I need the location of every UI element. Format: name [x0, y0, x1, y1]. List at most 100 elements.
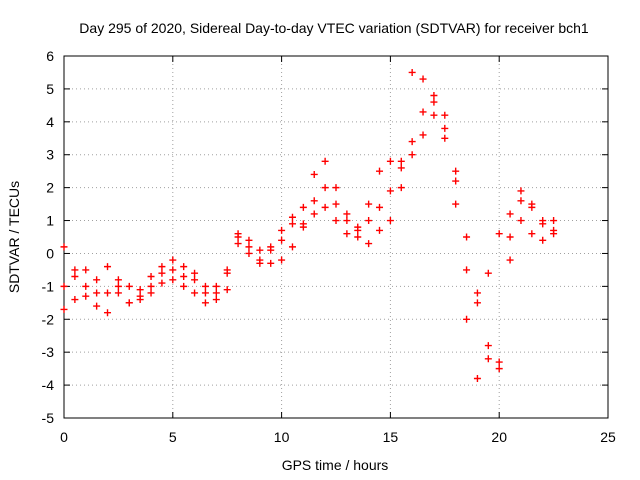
data-point	[386, 157, 394, 165]
data-point	[180, 282, 188, 290]
series-track-1	[60, 111, 558, 313]
data-point	[528, 203, 536, 211]
data-point	[452, 200, 460, 208]
data-point	[234, 240, 242, 248]
data-point	[354, 223, 362, 231]
data-point	[299, 220, 307, 228]
data-point	[125, 282, 133, 290]
data-point	[158, 269, 166, 277]
data-point	[463, 233, 471, 241]
y-tick-label: -1	[42, 278, 55, 294]
data-point	[299, 203, 307, 211]
data-point	[278, 256, 286, 264]
data-point	[71, 272, 79, 280]
data-point	[191, 269, 199, 277]
data-point	[288, 243, 296, 251]
data-point	[147, 272, 155, 280]
data-point	[136, 296, 144, 304]
data-point	[267, 246, 275, 254]
data-point	[397, 157, 405, 165]
data-point	[452, 177, 460, 185]
data-point	[354, 233, 362, 241]
chart-title: Day 295 of 2020, Sidereal Day-to-day VTE…	[79, 20, 589, 36]
data-point	[386, 217, 394, 225]
data-point	[191, 276, 199, 284]
data-point	[245, 249, 253, 257]
data-point	[386, 187, 394, 195]
data-point	[310, 170, 318, 178]
data-point	[169, 256, 177, 264]
data-point	[201, 282, 209, 290]
data-point	[430, 98, 438, 106]
data-point	[321, 157, 329, 165]
data-point	[288, 220, 296, 228]
data-point	[408, 68, 416, 76]
y-tick-label: 4	[46, 114, 54, 130]
data-point	[539, 236, 547, 244]
data-point	[71, 296, 79, 304]
data-point	[201, 289, 209, 297]
data-point	[365, 200, 373, 208]
data-point	[158, 279, 166, 287]
data-point	[212, 296, 220, 304]
data-point	[408, 151, 416, 159]
data-point	[288, 213, 296, 221]
data-point	[452, 167, 460, 175]
data-point	[495, 358, 503, 366]
y-tick-label: 3	[46, 147, 54, 163]
data-point	[343, 210, 351, 218]
x-axis: 0 5 10 15 20 25	[60, 56, 616, 445]
data-point	[93, 276, 101, 284]
data-point	[191, 289, 199, 297]
data-point	[60, 282, 68, 290]
data-point	[441, 111, 449, 119]
data-point	[484, 355, 492, 363]
data-point	[267, 259, 275, 267]
y-tick-label: -5	[42, 410, 55, 426]
data-point	[528, 230, 536, 238]
x-tick-label: 20	[491, 429, 507, 445]
data-point	[245, 236, 253, 244]
data-point	[104, 289, 112, 297]
data-point	[550, 217, 558, 225]
data-point	[408, 138, 416, 146]
data-point	[223, 286, 231, 294]
data-point	[343, 230, 351, 238]
data-point	[484, 342, 492, 350]
data-point	[517, 217, 525, 225]
data-point	[430, 91, 438, 99]
data-point	[256, 256, 264, 264]
data-point	[473, 289, 481, 297]
data-point	[495, 365, 503, 373]
data-point	[147, 289, 155, 297]
data-point	[463, 266, 471, 274]
data-point	[506, 233, 514, 241]
data-point	[104, 263, 112, 271]
data-point	[321, 203, 329, 211]
data-point	[397, 164, 405, 172]
x-tick-label: 15	[383, 429, 399, 445]
data-point	[278, 226, 286, 234]
data-point	[169, 266, 177, 274]
data-point	[473, 299, 481, 307]
data-point	[256, 246, 264, 254]
series-track-3	[60, 68, 558, 383]
data-point	[332, 200, 340, 208]
data-point	[82, 282, 90, 290]
data-point	[517, 187, 525, 195]
data-point	[397, 184, 405, 192]
y-tick-label: 1	[46, 213, 54, 229]
data-point	[136, 286, 144, 294]
data-point	[332, 184, 340, 192]
data-point	[93, 289, 101, 297]
data-point	[158, 263, 166, 271]
data-point	[419, 75, 427, 83]
data-point	[169, 276, 177, 284]
y-tick-label: -3	[42, 344, 55, 360]
data-point	[223, 269, 231, 277]
x-tick-label: 10	[274, 429, 290, 445]
data-point	[539, 220, 547, 228]
data-point	[180, 263, 188, 271]
data-point	[332, 217, 340, 225]
